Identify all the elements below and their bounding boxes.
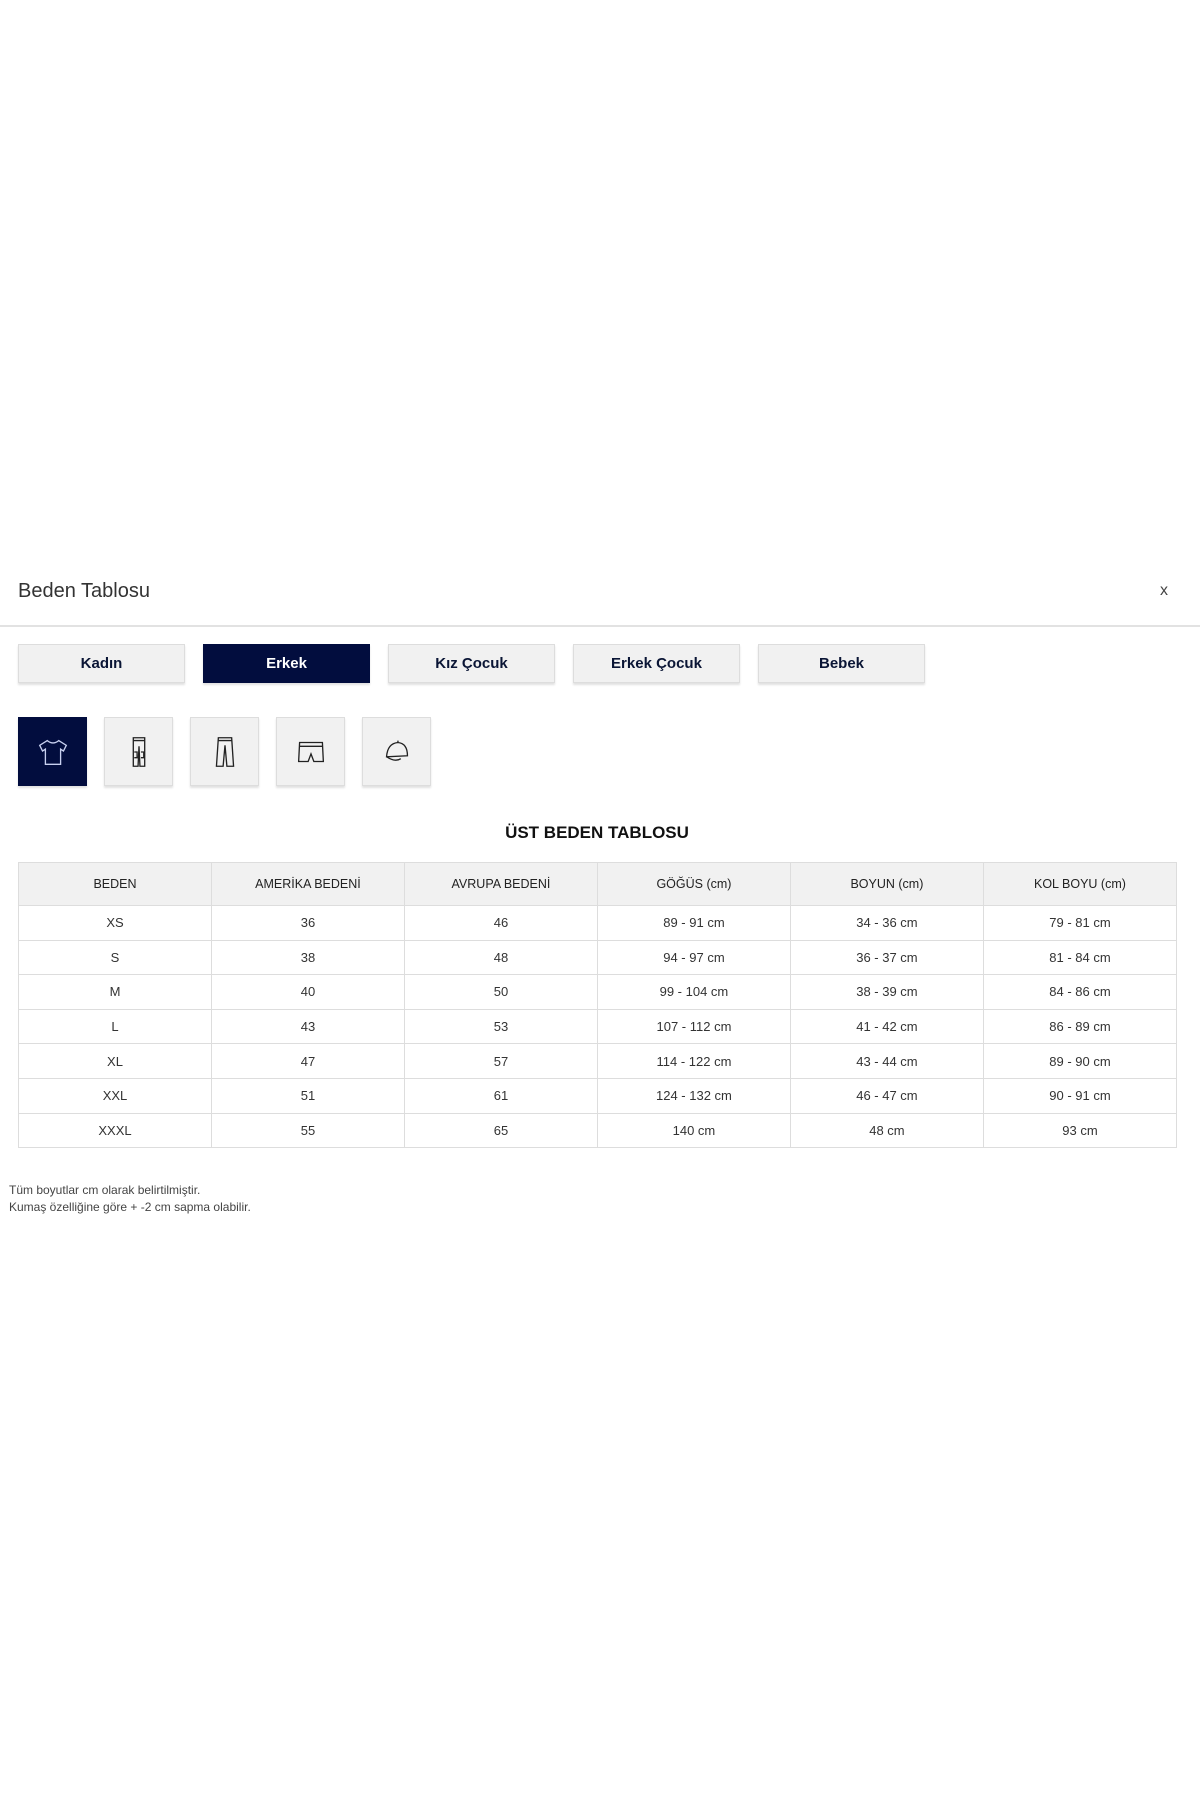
table-cell: 43	[210, 1008, 405, 1045]
table-row: XS 36 46 89 - 91 cm 34 - 36 cm 79 - 81 cm	[18, 905, 1178, 941]
table-header-row: BEDEN AMERİKA BEDENİ AVRUPA BEDENİ GÖĞÜS…	[18, 862, 1178, 906]
table-cell: 107 - 112 cm	[596, 1008, 791, 1045]
table-cell: 81 - 84 cm	[982, 939, 1178, 976]
column-header: GÖĞÜS (cm)	[596, 862, 791, 906]
notes: Tüm boyutlar cm olarak belirtilmiştir. K…	[9, 1182, 251, 1216]
category-tab-boxer[interactable]	[276, 717, 345, 786]
table-cell: M	[18, 974, 212, 1010]
category-tab-cap[interactable]	[362, 717, 431, 786]
tab-kiz-cocuk[interactable]: Kız Çocuk	[388, 644, 555, 683]
table-row: M 40 50 99 - 104 cm 38 - 39 cm 84 - 86 cm	[18, 974, 1178, 1010]
column-header: BOYUN (cm)	[789, 862, 984, 906]
table-cell: 99 - 104 cm	[596, 974, 791, 1010]
cap-icon	[385, 740, 408, 761]
table-cell: 40	[210, 974, 405, 1010]
table-cell: L	[18, 1008, 212, 1045]
category-tab-tshirt[interactable]	[18, 717, 87, 786]
trousers-icon	[215, 736, 234, 767]
table-cell: XL	[18, 1043, 212, 1079]
modal-title: Beden Tablosu	[18, 580, 150, 602]
table-cell: 79 - 81 cm	[982, 905, 1178, 941]
table-cell: 84 - 86 cm	[982, 974, 1178, 1010]
category-tab-cargo-pants[interactable]	[104, 717, 173, 786]
column-header: AMERİKA BEDENİ	[210, 862, 405, 906]
boxer-shorts-icon	[297, 741, 324, 762]
tab-bebek[interactable]: Bebek	[758, 644, 925, 683]
table-title: ÜST BEDEN TABLOSU	[505, 823, 689, 842]
table-cell: 53	[403, 1008, 598, 1045]
divider	[0, 625, 1200, 627]
note-line: Kumaş özelliğine göre + -2 cm sapma olab…	[9, 1200, 251, 1214]
table-cell: 114 - 122 cm	[596, 1043, 791, 1079]
table-cell: 57	[403, 1043, 598, 1079]
table-row: XXL 51 61 124 - 132 cm 46 - 47 cm 90 - 91 cm	[18, 1077, 1178, 1114]
table-cell: 50	[403, 974, 598, 1010]
cargo-pants-icon	[132, 736, 145, 767]
table-cell: 89 - 91 cm	[596, 905, 791, 941]
table-cell: XXXL	[18, 1112, 212, 1149]
table-cell: 41 - 42 cm	[789, 1008, 984, 1045]
table-cell: 140 cm	[596, 1112, 791, 1149]
table-cell: 38	[210, 939, 405, 976]
table-cell: 48	[403, 939, 598, 976]
table-cell: 89 - 90 cm	[982, 1043, 1178, 1079]
table-cell: 43 - 44 cm	[789, 1043, 984, 1079]
table-row: XL 47 57 114 - 122 cm 43 - 44 cm 89 - 90 cm	[18, 1043, 1178, 1079]
table-cell: XS	[18, 905, 212, 941]
tab-kadin[interactable]: Kadın	[18, 644, 185, 683]
tab-erkek[interactable]: Erkek	[203, 644, 370, 683]
table-row: S 38 48 94 - 97 cm 36 - 37 cm 81 - 84 cm	[18, 939, 1178, 976]
table-cell: 47	[210, 1043, 405, 1079]
table-cell: XXL	[18, 1077, 212, 1114]
table-cell: 93 cm	[982, 1112, 1178, 1149]
column-header: BEDEN	[18, 862, 212, 906]
table-cell: S	[18, 939, 212, 976]
table-cell: 86 - 89 cm	[982, 1008, 1178, 1045]
gender-tabs: Kadın Erkek Kız Çocuk Erkek Çocuk Bebek	[18, 644, 925, 683]
table-cell: 94 - 97 cm	[596, 939, 791, 976]
table-row: XXXL 55 65 140 cm 48 cm 93 cm	[18, 1112, 1178, 1149]
table-cell: 124 - 132 cm	[596, 1077, 791, 1114]
column-header: KOL BOYU (cm)	[982, 862, 1178, 906]
table-cell: 61	[403, 1077, 598, 1114]
table-cell: 36	[210, 905, 405, 941]
size-table: BEDEN AMERİKA BEDENİ AVRUPA BEDENİ GÖĞÜS…	[18, 862, 1178, 1149]
table-cell: 48 cm	[789, 1112, 984, 1149]
column-header: AVRUPA BEDENİ	[403, 862, 598, 906]
table-row: L 43 53 107 - 112 cm 41 - 42 cm 86 - 89 cm	[18, 1008, 1178, 1045]
category-tab-trousers[interactable]	[190, 717, 259, 786]
tshirt-icon	[38, 739, 67, 765]
note-line: Tüm boyutlar cm olarak belirtilmiştir.	[9, 1183, 201, 1197]
table-cell: 46	[403, 905, 598, 941]
table-cell: 46 - 47 cm	[789, 1077, 984, 1114]
table-cell: 65	[403, 1112, 598, 1149]
table-cell: 36 - 37 cm	[789, 939, 984, 976]
table-cell: 55	[210, 1112, 405, 1149]
table-cell: 34 - 36 cm	[789, 905, 984, 941]
tab-erkek-cocuk[interactable]: Erkek Çocuk	[573, 644, 740, 683]
table-cell: 38 - 39 cm	[789, 974, 984, 1010]
table-cell: 90 - 91 cm	[982, 1077, 1178, 1114]
table-cell: 51	[210, 1077, 405, 1114]
close-button[interactable]: x	[1160, 582, 1168, 599]
category-tabs	[18, 717, 431, 786]
